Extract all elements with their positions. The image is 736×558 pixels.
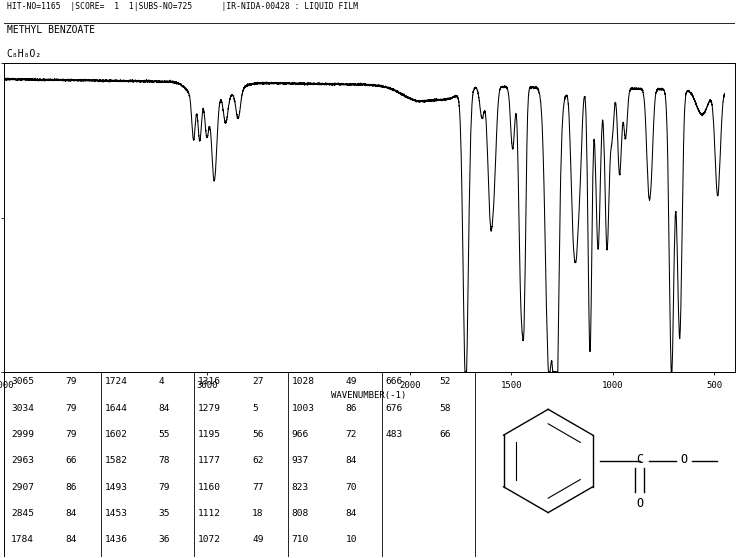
Text: 79: 79 [159, 483, 170, 492]
Text: 2963: 2963 [11, 456, 34, 465]
Text: 2907: 2907 [11, 483, 34, 492]
Text: 4: 4 [159, 377, 164, 386]
Text: 78: 78 [159, 456, 170, 465]
Text: 5: 5 [252, 403, 258, 412]
Text: 710: 710 [291, 535, 309, 544]
Text: 55: 55 [159, 430, 170, 439]
Text: 937: 937 [291, 456, 309, 465]
Text: 676: 676 [385, 403, 403, 412]
Text: 84: 84 [346, 456, 357, 465]
Text: 966: 966 [291, 430, 309, 439]
Text: 1724: 1724 [105, 377, 127, 386]
Text: 1582: 1582 [105, 456, 127, 465]
Text: 52: 52 [439, 377, 450, 386]
Text: 77: 77 [252, 483, 263, 492]
Text: 86: 86 [346, 403, 357, 412]
Text: 1112: 1112 [198, 509, 221, 518]
Text: 1072: 1072 [198, 535, 221, 544]
Text: 27: 27 [252, 377, 263, 386]
Text: C₈H₈O₂: C₈H₈O₂ [7, 49, 42, 59]
Text: 1602: 1602 [105, 430, 127, 439]
Text: 1644: 1644 [105, 403, 127, 412]
Text: 1316: 1316 [198, 377, 221, 386]
Text: 84: 84 [159, 403, 170, 412]
Text: 823: 823 [291, 483, 309, 492]
Text: O: O [680, 453, 687, 465]
Text: 1436: 1436 [105, 535, 127, 544]
Text: HIT-NO=1165  |SCORE=  1  1|SUBS-NO=725      |IR-NIDA-00428 : LIQUID FILM: HIT-NO=1165 |SCORE= 1 1|SUBS-NO=725 |IR-… [7, 2, 358, 12]
Text: 483: 483 [385, 430, 403, 439]
Text: 49: 49 [346, 377, 357, 386]
Text: 2999: 2999 [11, 430, 34, 439]
Text: 1493: 1493 [105, 483, 127, 492]
Text: 3034: 3034 [11, 403, 34, 412]
Text: METHYL BENZOATE: METHYL BENZOATE [7, 25, 95, 35]
Text: 2845: 2845 [11, 509, 34, 518]
Text: 1160: 1160 [198, 483, 221, 492]
Text: 58: 58 [439, 403, 450, 412]
Text: 79: 79 [65, 377, 77, 386]
Text: O: O [637, 497, 643, 510]
Text: 3065: 3065 [11, 377, 34, 386]
Text: 1195: 1195 [198, 430, 221, 439]
Text: 84: 84 [65, 509, 77, 518]
Text: 10: 10 [346, 535, 357, 544]
Text: 62: 62 [252, 456, 263, 465]
Text: 36: 36 [159, 535, 170, 544]
Text: 1279: 1279 [198, 403, 221, 412]
Text: 84: 84 [65, 535, 77, 544]
Text: 56: 56 [252, 430, 263, 439]
Text: 1784: 1784 [11, 535, 34, 544]
Text: 72: 72 [346, 430, 357, 439]
Text: 666: 666 [385, 377, 403, 386]
Text: 1177: 1177 [198, 456, 221, 465]
Text: 1453: 1453 [105, 509, 127, 518]
Text: 79: 79 [65, 430, 77, 439]
Text: 79: 79 [65, 403, 77, 412]
Text: 66: 66 [65, 456, 77, 465]
Text: 49: 49 [252, 535, 263, 544]
Text: 18: 18 [252, 509, 263, 518]
Text: 1028: 1028 [291, 377, 314, 386]
Text: 86: 86 [65, 483, 77, 492]
Text: 1003: 1003 [291, 403, 314, 412]
Text: 70: 70 [346, 483, 357, 492]
X-axis label: WAVENUMBER(-1): WAVENUMBER(-1) [331, 391, 407, 400]
Text: 808: 808 [291, 509, 309, 518]
Text: 35: 35 [159, 509, 170, 518]
Text: 84: 84 [346, 509, 357, 518]
Text: C: C [637, 453, 643, 465]
Text: 66: 66 [439, 430, 450, 439]
